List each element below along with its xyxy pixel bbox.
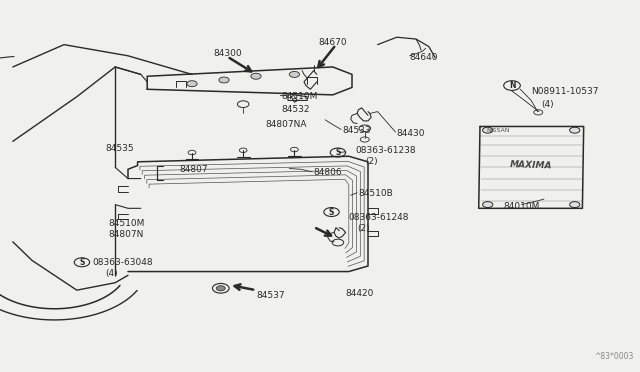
Text: NISSAN: NISSAN [486, 128, 510, 134]
Text: 84510B: 84510B [358, 189, 393, 198]
Circle shape [216, 286, 225, 291]
Text: 84807: 84807 [179, 165, 208, 174]
Circle shape [219, 77, 229, 83]
Text: 84533: 84533 [342, 126, 371, 135]
Text: N08911-10537: N08911-10537 [531, 87, 598, 96]
Circle shape [570, 202, 580, 208]
Text: 84806: 84806 [314, 169, 342, 177]
Text: 84807N: 84807N [109, 230, 144, 239]
Text: 84670: 84670 [319, 38, 347, 47]
Circle shape [289, 71, 300, 77]
Text: (4): (4) [106, 269, 118, 278]
Text: 84510M: 84510M [282, 92, 318, 101]
Text: 84420: 84420 [346, 289, 374, 298]
Circle shape [570, 127, 580, 133]
Circle shape [187, 81, 197, 87]
Text: (4): (4) [541, 100, 554, 109]
Text: 84300: 84300 [213, 49, 241, 58]
Text: S: S [335, 148, 340, 157]
Text: 08363-61248: 08363-61248 [349, 213, 410, 222]
Text: (2): (2) [365, 157, 378, 166]
Text: 84510M: 84510M [109, 219, 145, 228]
Text: 84430: 84430 [397, 129, 426, 138]
Text: 84532: 84532 [282, 105, 310, 114]
Circle shape [483, 127, 493, 133]
Text: 84807NA: 84807NA [266, 120, 307, 129]
Text: 84535: 84535 [106, 144, 134, 153]
Text: S: S [329, 208, 334, 217]
Text: 08363-63048: 08363-63048 [93, 258, 154, 267]
Text: S: S [79, 258, 84, 267]
Text: 08363-61238: 08363-61238 [355, 146, 416, 155]
Text: ^83*0003: ^83*0003 [594, 352, 634, 361]
Text: MAXIMA: MAXIMA [510, 160, 552, 171]
Text: 84010M: 84010M [504, 202, 540, 211]
Text: (2): (2) [357, 224, 370, 233]
Text: 84537: 84537 [256, 291, 285, 300]
Text: N: N [509, 81, 515, 90]
Circle shape [251, 73, 261, 79]
Text: 84640: 84640 [410, 53, 438, 62]
Circle shape [483, 202, 493, 208]
